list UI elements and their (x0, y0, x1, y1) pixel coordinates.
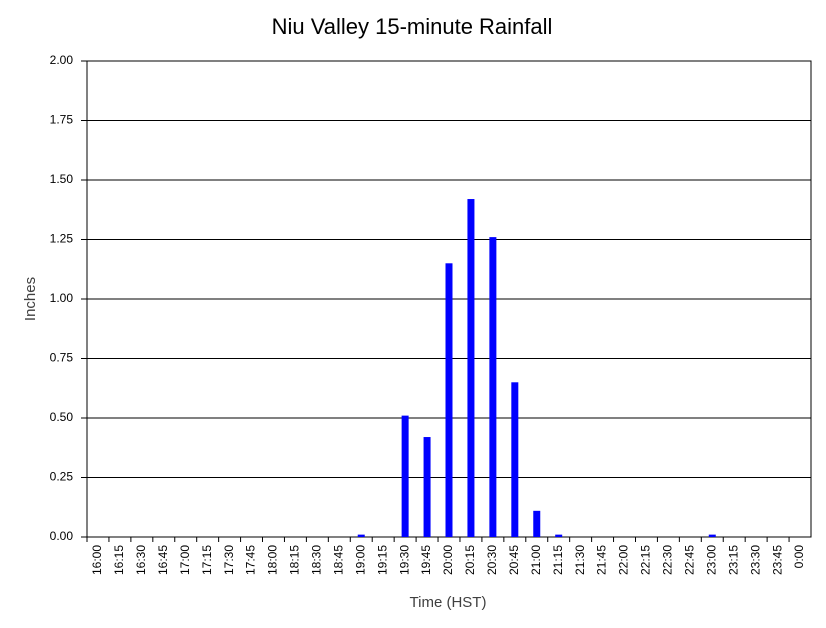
x-tick-label: 21:00 (529, 545, 543, 575)
x-tick-label: 16:15 (112, 545, 126, 575)
x-tick-label: 22:00 (617, 545, 631, 575)
bar (533, 510, 541, 537)
y-axis-label: Inches (22, 277, 39, 321)
x-tick-label: 16:45 (156, 545, 170, 575)
x-tick-label: 18:15 (288, 545, 302, 575)
x-tick-label: 18:00 (266, 545, 280, 575)
bar (423, 437, 431, 537)
y-tick-label: 0.25 (50, 470, 74, 484)
x-tick-label: 17:15 (200, 545, 214, 575)
x-tick-label: 23:45 (770, 545, 784, 575)
bar (401, 415, 409, 537)
x-tick-label: 20:30 (485, 545, 499, 575)
x-tick-label: 17:45 (244, 545, 258, 575)
y-tick-label: 0.50 (50, 410, 74, 424)
chart-title: Niu Valley 15-minute Rainfall (272, 14, 553, 39)
y-tick-label: 0.00 (50, 529, 74, 543)
bar (555, 534, 563, 537)
x-tick-label: 23:15 (726, 545, 740, 575)
x-tick-label: 19:45 (419, 545, 433, 575)
y-tick-label: 1.25 (50, 232, 74, 246)
x-tick-label: 18:45 (331, 545, 345, 575)
x-tick-label: 20:00 (441, 545, 455, 575)
x-tick-label: 17:00 (178, 545, 192, 575)
y-tick-label: 1.75 (50, 113, 74, 127)
x-tick-label: 20:15 (463, 545, 477, 575)
y-tick-label: 2.00 (50, 53, 74, 67)
x-tick-label: 21:15 (551, 545, 565, 575)
bar (445, 263, 453, 537)
x-axis-label: Time (HST) (410, 594, 487, 611)
x-tick-label: 22:30 (661, 545, 675, 575)
x-tick-label: 23:30 (748, 545, 762, 575)
x-tick-label: 19:30 (397, 545, 411, 575)
bar (511, 382, 519, 537)
x-tick-label: 18:30 (310, 545, 324, 575)
x-tick-label: 0:00 (792, 545, 806, 569)
y-tick-label: 1.50 (50, 172, 74, 186)
x-tick-label: 16:00 (90, 545, 104, 575)
bar (467, 199, 475, 538)
bar (708, 534, 716, 537)
x-tick-label: 22:15 (639, 545, 653, 575)
x-tick-label: 17:30 (222, 545, 236, 575)
x-tick-label: 20:45 (507, 545, 521, 575)
bar (489, 237, 497, 537)
x-tick-label: 21:30 (573, 545, 587, 575)
x-tick-label: 21:45 (595, 545, 609, 575)
y-tick-label: 1.00 (50, 291, 74, 305)
x-tick-label: 22:45 (683, 545, 697, 575)
bar (357, 534, 365, 537)
x-tick-label: 19:00 (353, 545, 367, 575)
x-tick-label: 19:15 (375, 545, 389, 575)
x-tick-label: 23:00 (704, 545, 718, 575)
y-tick-label: 0.75 (50, 351, 74, 365)
x-tick-label: 16:30 (134, 545, 148, 575)
